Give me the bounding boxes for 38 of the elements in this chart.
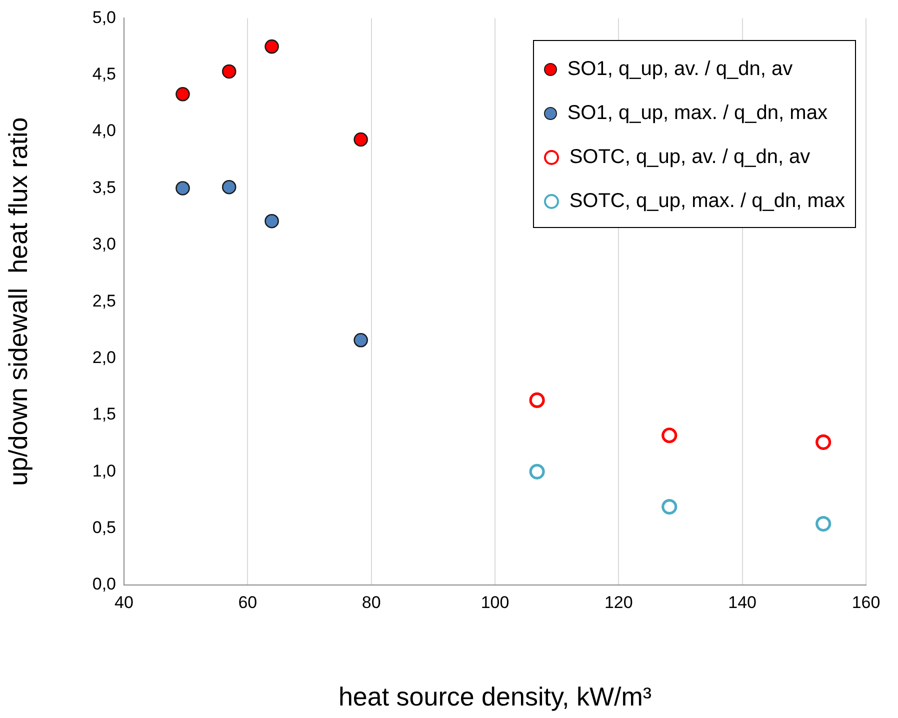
y-tick-label: 3,0 (92, 234, 116, 254)
x-tick-label: 160 (852, 592, 880, 612)
x-tick-label: 60 (238, 592, 258, 612)
y-tick-label: 2,5 (92, 291, 116, 310)
point (662, 428, 678, 444)
y-tick-label: 2,0 (92, 348, 116, 367)
legend-label: SO1, q_up, max. / q_dn, max (567, 102, 828, 124)
x-axis-title: heat source density, kW/m³ (338, 682, 652, 712)
x-tick-label: 40 (114, 592, 134, 612)
x-tick-label: 100 (480, 592, 510, 612)
y-tick-label: 0,0 (92, 574, 116, 594)
point (354, 332, 368, 348)
point (662, 498, 678, 515)
y-tick-label: 4,5 (92, 64, 116, 84)
y-axis-title: up/down sidewall heat flux ratio (2, 117, 33, 486)
point (222, 180, 236, 194)
x-tick-label: 120 (604, 592, 633, 612)
y-tick-label: 3,5 (92, 178, 116, 197)
point (354, 132, 368, 147)
y-tick-label: 1,0 (92, 461, 116, 480)
x-tick-label: 140 (728, 592, 757, 612)
point (529, 464, 545, 480)
x-tick-label: 80 (362, 592, 381, 612)
point (176, 181, 190, 196)
point (264, 214, 279, 228)
point (816, 516, 832, 532)
point (816, 434, 832, 450)
point (176, 87, 190, 102)
y-tick-label: 5,0 (92, 8, 116, 27)
y-tick-label: 0,5 (92, 518, 116, 538)
point (222, 64, 236, 79)
legend-label: SOTC, q_up, max. / q_dn, max (569, 190, 845, 212)
point (529, 392, 545, 408)
legend-label: SO1, q_up, av. / q_dn, av (567, 58, 793, 80)
y-tick-label: 1,5 (92, 404, 116, 424)
y-tick-label: 4,0 (92, 121, 116, 140)
legend-label: SOTC, q_up, av. / q_dn, av (569, 146, 810, 168)
point (264, 39, 279, 54)
